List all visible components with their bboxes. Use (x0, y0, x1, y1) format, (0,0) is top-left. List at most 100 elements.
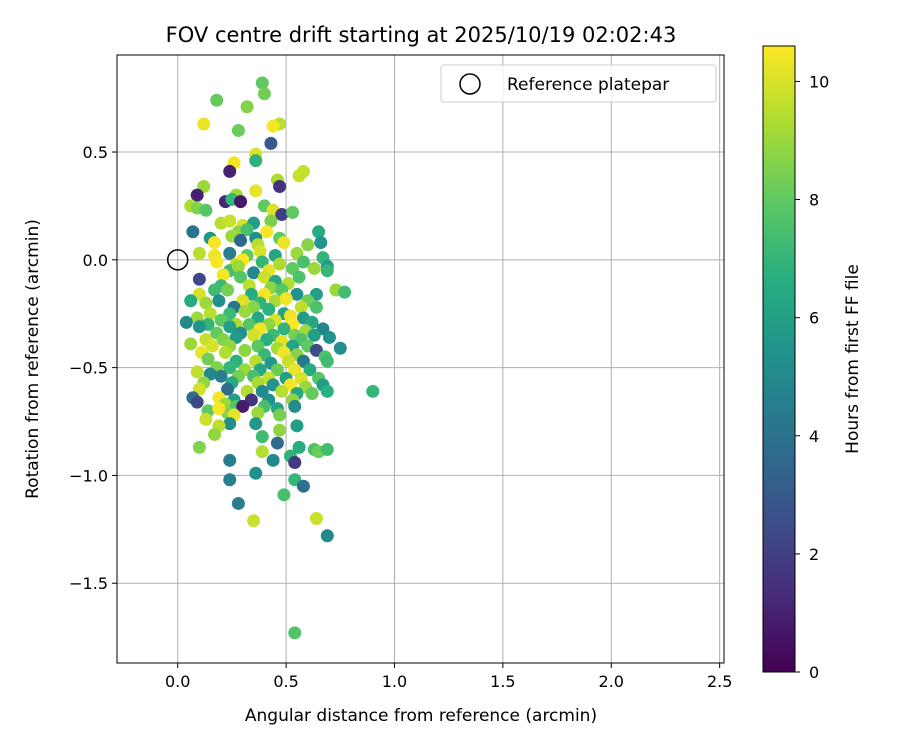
data-point (190, 365, 204, 379)
colorbar-tick-label: 4 (809, 427, 819, 446)
colorbar: 0 2 4 6 8 10 Hours from first FF file (762, 45, 863, 682)
data-point (257, 270, 271, 284)
data-point (264, 214, 278, 228)
data-point (247, 514, 261, 528)
data-point (296, 255, 310, 269)
data-point (253, 244, 267, 258)
data-point (184, 337, 198, 351)
data-point (292, 440, 306, 454)
data-point (255, 430, 269, 444)
data-point (266, 119, 280, 133)
data-point (231, 496, 245, 510)
data-point (249, 417, 263, 431)
data-point (221, 283, 235, 297)
data-point (190, 395, 204, 409)
x-axis-label: Angular distance from reference (arcmin) (245, 706, 597, 726)
data-point (223, 164, 237, 178)
data-point (223, 320, 237, 334)
data-point (210, 255, 224, 269)
data-point (260, 225, 274, 239)
data-point (247, 266, 261, 280)
data-point (290, 419, 304, 433)
data-point (212, 402, 226, 416)
data-point (192, 440, 206, 454)
x-tick-label: 2.0 (599, 672, 624, 691)
data-point (303, 363, 317, 377)
data-point (190, 188, 204, 202)
data-point (275, 208, 289, 222)
data-point (320, 529, 334, 543)
data-point (322, 330, 336, 344)
data-point (255, 445, 269, 459)
data-point (262, 302, 276, 316)
data-point (338, 285, 352, 299)
data-point (277, 322, 291, 336)
colorbar-tick-label: 2 (809, 545, 819, 564)
data-point (279, 292, 293, 306)
colorbar-tick-label: 6 (809, 309, 819, 328)
data-point (277, 488, 291, 502)
data-point (320, 443, 334, 457)
data-point (199, 412, 213, 426)
colorbar-tick-label: 8 (809, 191, 819, 210)
data-point (231, 259, 245, 273)
data-point (184, 294, 198, 308)
data-point (273, 408, 287, 422)
data-point (266, 453, 280, 467)
legend-marker (459, 73, 481, 95)
data-point (221, 382, 235, 396)
data-point (223, 417, 237, 431)
data-point (192, 320, 206, 334)
data-point (186, 225, 200, 239)
data-point (296, 479, 310, 493)
data-point (192, 272, 206, 286)
data-point (320, 264, 334, 278)
data-point (223, 361, 237, 375)
y-tick-label: 0.5 (83, 143, 108, 162)
y-axis-label: Rotation from reference (arcmin) (23, 219, 43, 499)
x-tick-label: 0.0 (165, 672, 190, 691)
data-point (273, 180, 287, 194)
data-point (247, 328, 261, 342)
x-tick-label: 2.5 (707, 672, 732, 691)
data-points (179, 76, 380, 640)
x-tick-label: 1.5 (490, 672, 515, 691)
y-tick-label: −1.0 (69, 466, 108, 485)
data-point (277, 236, 291, 250)
colorbar-tick-label: 10 (809, 72, 829, 91)
data-point (240, 223, 254, 237)
data-point (238, 343, 252, 357)
data-point (320, 384, 334, 398)
data-point (231, 123, 245, 137)
data-point (290, 287, 304, 301)
data-point (208, 427, 222, 441)
colorbar-label: Hours from first FF file (843, 264, 863, 454)
data-point (314, 236, 328, 250)
data-point (218, 346, 232, 360)
data-point (223, 473, 237, 487)
legend: Reference platepar (440, 64, 717, 103)
data-point (257, 87, 271, 101)
data-point (288, 626, 302, 640)
data-point (236, 399, 250, 413)
chart-title: FOV centre drift starting at 2025/10/19 … (166, 23, 677, 47)
grid-lines (117, 55, 724, 663)
data-point (208, 283, 222, 297)
colorbar-ticks: 0 2 4 6 8 10 (795, 72, 829, 682)
data-point (270, 363, 284, 377)
x-tick-label: 1.0 (382, 672, 407, 691)
data-point (264, 136, 278, 150)
data-point (286, 205, 300, 219)
data-point (270, 436, 284, 450)
data-point (296, 164, 310, 178)
data-point (294, 300, 308, 314)
data-point (307, 261, 321, 275)
data-point (249, 154, 263, 168)
data-point (234, 233, 248, 247)
data-point (197, 117, 211, 131)
data-point (251, 406, 265, 420)
data-point (201, 352, 215, 366)
y-axis-ticks: 0.5 0.0 −0.5 −1.0 −1.5 (69, 143, 117, 593)
data-point (212, 294, 226, 308)
data-point (320, 354, 334, 368)
